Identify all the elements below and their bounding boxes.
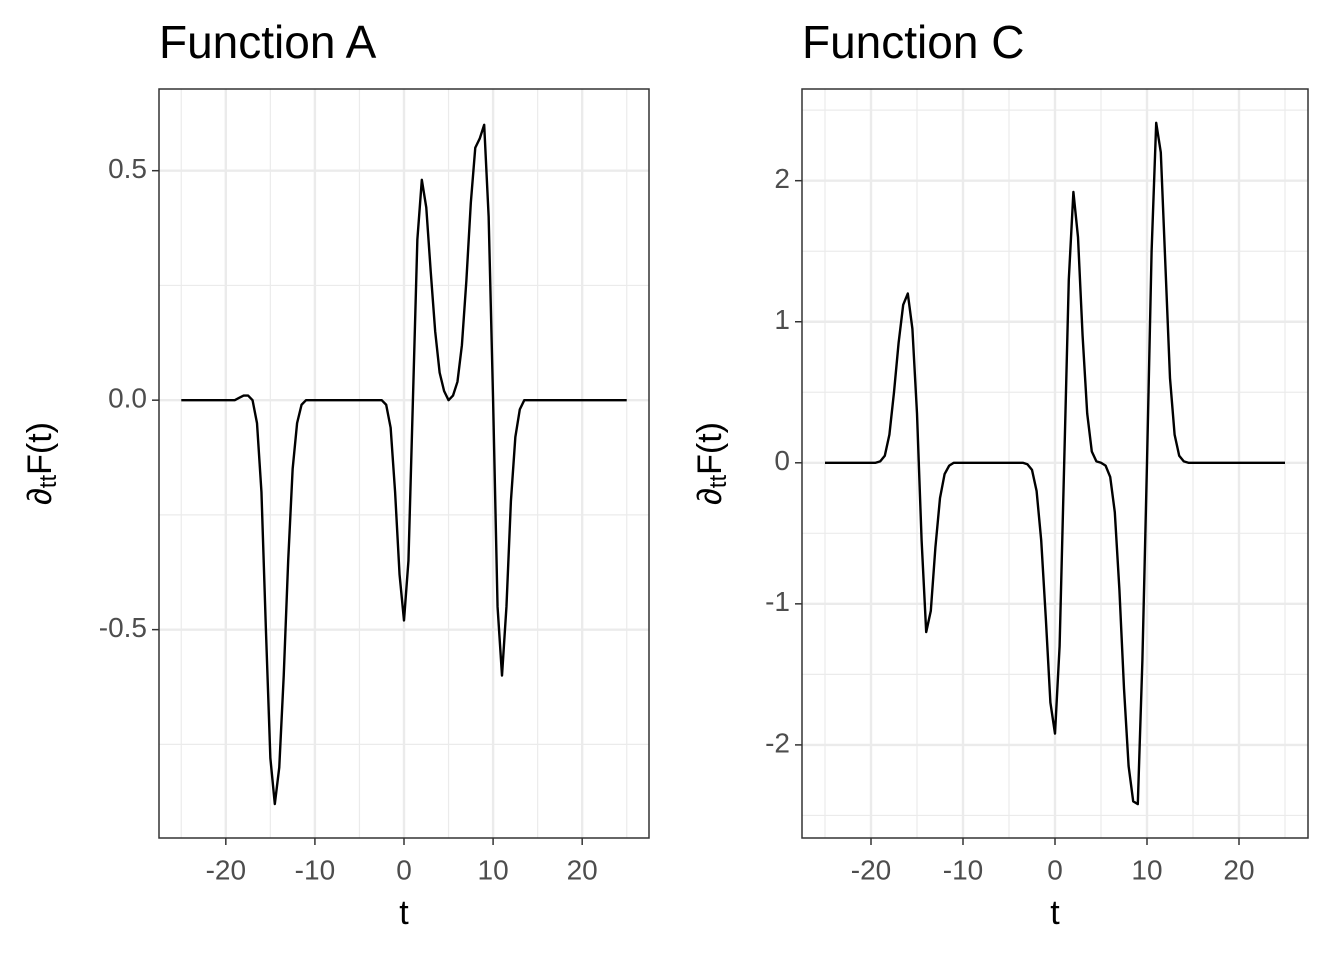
x-tick-label: -10 [943, 854, 983, 885]
y-tick-label: -2 [765, 727, 790, 758]
y-tick-label: 0.0 [108, 383, 147, 414]
line-series [181, 123, 627, 806]
y-tick-label: -1 [765, 586, 790, 617]
panel-border [801, 88, 1309, 839]
x-tick-label: 10 [1131, 854, 1162, 885]
chart-title: Function C [802, 16, 1024, 68]
x-tick-label: -20 [851, 854, 891, 885]
panel-border [158, 88, 650, 839]
y-axis-title-part: F(t) [691, 422, 729, 475]
y-tick-label: 1 [774, 304, 790, 335]
y-axis-title-part: ∂ [691, 488, 729, 505]
y-tick-label: 0 [774, 445, 790, 476]
x-tick-label: 0 [1047, 854, 1063, 885]
y-axis-title-part: tt [705, 475, 732, 489]
line-series [825, 121, 1285, 806]
x-tick-label: 10 [478, 854, 509, 885]
y-tick-label: 0.5 [108, 153, 147, 184]
x-axis-title: t [399, 894, 409, 932]
y-tick-label: 2 [774, 163, 790, 194]
chart-title: Function A [159, 16, 377, 68]
x-tick-label: -10 [295, 854, 335, 885]
x-axis-title: t [1050, 894, 1060, 932]
x-tick-label: 20 [567, 854, 598, 885]
y-axis-title-part: ∂ [21, 488, 59, 505]
y-axis-title-part: tt [35, 475, 62, 489]
x-tick-label: 0 [396, 854, 412, 885]
y-axis-title: ∂ttF(t) [691, 422, 732, 505]
y-axis-title: ∂ttF(t) [21, 422, 62, 505]
y-axis-title-part: F(t) [21, 422, 59, 475]
x-tick-label: 20 [1223, 854, 1254, 885]
y-tick-label: -0.5 [99, 612, 147, 643]
x-tick-label: -20 [206, 854, 246, 885]
